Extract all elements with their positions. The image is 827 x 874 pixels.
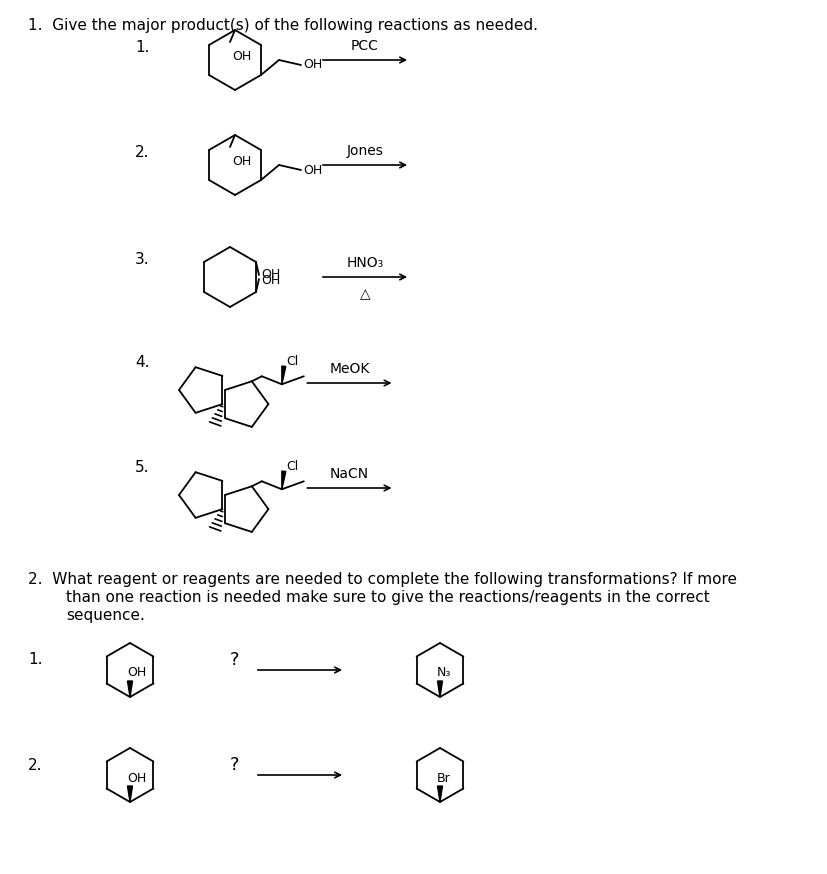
Text: sequence.: sequence. [66, 608, 145, 623]
Polygon shape [127, 786, 132, 802]
Text: Jones: Jones [347, 144, 383, 158]
Text: Br: Br [437, 772, 450, 785]
Text: Cl: Cl [285, 355, 298, 368]
Text: △: △ [359, 287, 370, 301]
Text: 2.: 2. [135, 145, 150, 160]
Text: OH: OH [232, 155, 251, 168]
Text: OH: OH [127, 667, 146, 679]
Text: 2.: 2. [28, 758, 42, 773]
Text: ?: ? [230, 651, 240, 669]
Text: N₃: N₃ [437, 667, 451, 679]
Text: 1.  Give the major product(s) of the following reactions as needed.: 1. Give the major product(s) of the foll… [28, 18, 538, 33]
Text: 1.: 1. [28, 653, 42, 668]
Polygon shape [127, 681, 132, 697]
Text: OH: OH [232, 50, 251, 63]
Text: 5.: 5. [135, 460, 150, 475]
Polygon shape [437, 681, 442, 697]
Text: OH: OH [127, 772, 146, 785]
Text: OH: OH [261, 267, 280, 281]
Polygon shape [281, 366, 285, 385]
Text: HNO₃: HNO₃ [346, 256, 383, 270]
Text: 2.  What reagent or reagents are needed to complete the following transformation: 2. What reagent or reagents are needed t… [28, 572, 736, 587]
Text: ?: ? [230, 756, 240, 774]
Polygon shape [281, 471, 285, 489]
Text: PCC: PCC [351, 39, 379, 53]
Text: than one reaction is needed make sure to give the reactions/reagents in the corr: than one reaction is needed make sure to… [66, 590, 709, 605]
Text: MeOK: MeOK [329, 362, 369, 376]
Text: OH: OH [261, 274, 280, 287]
Text: OH: OH [303, 163, 322, 177]
Text: 4.: 4. [135, 355, 150, 370]
Text: 1.: 1. [135, 40, 150, 55]
Text: NaCN: NaCN [329, 467, 369, 481]
Text: 3.: 3. [135, 252, 150, 267]
Polygon shape [437, 786, 442, 802]
Text: OH: OH [303, 59, 322, 72]
Text: Cl: Cl [285, 460, 298, 473]
